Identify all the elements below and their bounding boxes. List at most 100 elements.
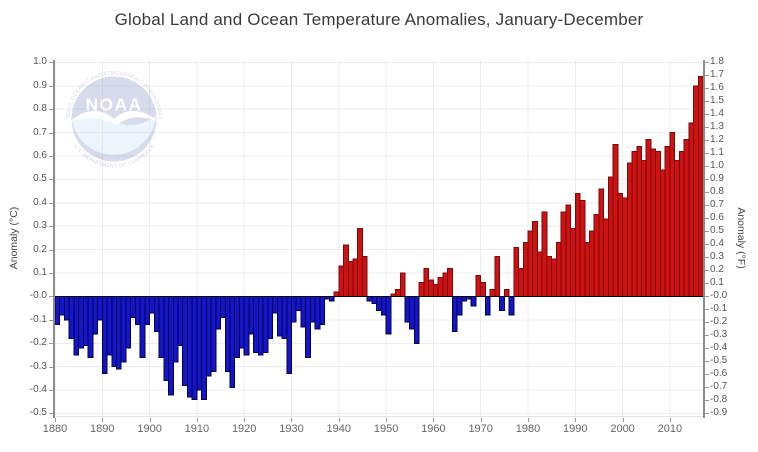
bar-1922[interactable] [253,295,259,354]
bar-2015[interactable] [693,85,699,297]
bar-1966[interactable] [461,295,467,302]
bar-1954[interactable] [404,295,411,323]
bar-1915[interactable] [220,295,226,319]
bar-1939[interactable] [333,291,340,297]
bar-1962[interactable] [442,272,449,297]
bar-1956[interactable] [413,295,420,344]
bar-1929[interactable] [286,295,293,375]
bar-1957[interactable] [418,281,425,297]
bar-1992[interactable] [584,242,590,297]
bar-1943[interactable] [352,258,359,297]
bar-1898[interactable] [139,295,146,358]
bar-1925[interactable] [267,295,274,340]
bar-1912[interactable] [205,295,212,377]
bar-1958[interactable] [423,267,430,297]
bar-1934[interactable] [309,295,316,323]
bar-1897[interactable] [134,295,141,326]
bar-1880[interactable] [55,295,61,326]
bar-1920[interactable] [243,295,250,356]
bar-1930[interactable] [291,295,297,323]
bar-1881[interactable] [59,295,65,316]
bar-1941[interactable] [343,244,349,297]
bar-1921[interactable] [248,295,255,335]
bar-1942[interactable] [347,260,354,297]
bar-1940[interactable] [338,265,345,297]
bar-1914[interactable] [215,295,222,330]
bar-1955[interactable] [409,295,415,330]
bar-2011[interactable] [674,160,680,297]
bar-2005[interactable] [645,139,652,297]
bar-1970[interactable] [480,281,486,297]
bar-1975[interactable] [503,288,510,297]
bar-1953[interactable] [399,272,406,297]
bar-1988[interactable] [565,204,572,297]
bar-1987[interactable] [560,211,567,297]
bar-2006[interactable] [650,148,657,297]
bar-1984[interactable] [546,256,553,297]
bar-1998[interactable] [612,143,619,297]
bar-1888[interactable] [92,295,99,335]
bar-1893[interactable] [115,295,122,370]
bar-1889[interactable] [97,295,103,321]
bar-1901[interactable] [153,295,160,333]
bar-1918[interactable] [234,295,240,358]
bar-1952[interactable] [395,288,401,297]
bar-1936[interactable] [319,295,326,326]
bar-1899[interactable] [144,295,151,326]
bar-2008[interactable] [659,169,666,297]
bar-1894[interactable] [120,295,127,363]
bar-1887[interactable] [87,295,94,358]
bar-1883[interactable] [68,295,75,340]
bar-1904[interactable] [168,295,174,396]
bar-1938[interactable] [328,295,335,302]
bar-1972[interactable] [489,288,496,297]
bar-1965[interactable] [456,295,463,316]
bar-1964[interactable] [451,295,458,333]
bar-1960[interactable] [432,284,439,297]
bar-2007[interactable] [655,150,661,297]
bar-2012[interactable] [678,150,685,297]
bar-1949[interactable] [380,295,387,316]
bar-1911[interactable] [201,295,207,400]
bar-1946[interactable] [366,295,373,302]
bar-1971[interactable] [484,295,491,316]
bar-1913[interactable] [210,295,217,372]
bar-1948[interactable] [376,295,382,311]
bar-1997[interactable] [607,176,614,297]
bar-1908[interactable] [186,295,193,398]
bar-1935[interactable] [314,295,321,330]
bar-1902[interactable] [158,295,165,358]
bar-1990[interactable] [574,192,581,297]
bar-1947[interactable] [371,295,378,304]
bar-1944[interactable] [357,228,363,297]
bar-1910[interactable] [196,295,203,391]
bar-2003[interactable] [636,146,643,297]
bar-1996[interactable] [603,218,609,297]
bar-1980[interactable] [527,230,534,297]
bar-1991[interactable] [579,199,586,297]
bar-1907[interactable] [182,295,188,386]
bar-1884[interactable] [73,295,80,356]
bar-1982[interactable] [536,251,543,297]
bar-1927[interactable] [276,295,283,337]
bar-1983[interactable] [541,211,548,297]
bar-1950[interactable] [385,295,392,335]
bar-1993[interactable] [588,230,595,297]
bar-1989[interactable] [570,228,576,297]
bar-1969[interactable] [475,274,482,297]
bar-2002[interactable] [631,150,638,297]
bar-1924[interactable] [262,295,269,354]
bar-1896[interactable] [130,295,136,319]
bar-1973[interactable] [494,256,501,297]
bar-1892[interactable] [111,295,117,368]
bar-1995[interactable] [598,188,605,297]
bar-1905[interactable] [172,295,179,363]
bar-1986[interactable] [555,242,562,297]
bar-2004[interactable] [641,160,647,297]
bar-1900[interactable] [149,295,155,314]
bar-2000[interactable] [622,197,628,297]
bar-2013[interactable] [683,139,690,297]
bar-1977[interactable] [513,246,520,297]
bar-1945[interactable] [361,256,368,297]
bar-1976[interactable] [508,295,515,316]
